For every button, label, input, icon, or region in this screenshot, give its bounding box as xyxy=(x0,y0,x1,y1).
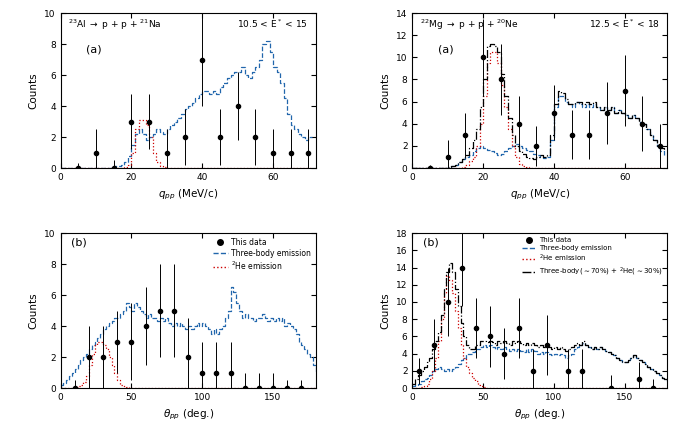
Text: (b): (b) xyxy=(423,238,438,248)
X-axis label: $\theta_{pp}$ (deg.): $\theta_{pp}$ (deg.) xyxy=(514,408,565,422)
Y-axis label: Counts: Counts xyxy=(29,72,38,109)
Y-axis label: Counts: Counts xyxy=(380,292,390,329)
Text: (a): (a) xyxy=(438,44,454,54)
Text: 12.5 < E$^*$ < 18: 12.5 < E$^*$ < 18 xyxy=(588,18,660,30)
Text: 10.5 < E$^*$ < 15: 10.5 < E$^*$ < 15 xyxy=(237,18,308,30)
Text: (a): (a) xyxy=(86,44,102,54)
Y-axis label: Counts: Counts xyxy=(380,72,390,109)
Text: $^{22}$Mg $\rightarrow$ p + p + $^{20}$Ne: $^{22}$Mg $\rightarrow$ p + p + $^{20}$N… xyxy=(420,18,519,32)
Text: (b): (b) xyxy=(71,238,86,248)
Text: $^{23}$Al $\rightarrow$ p + p + $^{21}$Na: $^{23}$Al $\rightarrow$ p + p + $^{21}$N… xyxy=(68,18,162,32)
Legend: This data, Three-body emission, $^{2}$He emission, Three-body($\sim$70%) + $^{2}: This data, Three-body emission, $^{2}$He… xyxy=(522,237,664,279)
X-axis label: $q_{pp}$ (MeV/c): $q_{pp}$ (MeV/c) xyxy=(510,187,570,202)
Y-axis label: Counts: Counts xyxy=(29,292,38,329)
Legend: This data, Three-body emission, $^{2}$He emission: This data, Three-body emission, $^{2}$He… xyxy=(212,237,311,272)
X-axis label: $q_{pp}$ (MeV/c): $q_{pp}$ (MeV/c) xyxy=(158,187,218,202)
X-axis label: $\theta_{pp}$ (deg.): $\theta_{pp}$ (deg.) xyxy=(162,408,214,422)
